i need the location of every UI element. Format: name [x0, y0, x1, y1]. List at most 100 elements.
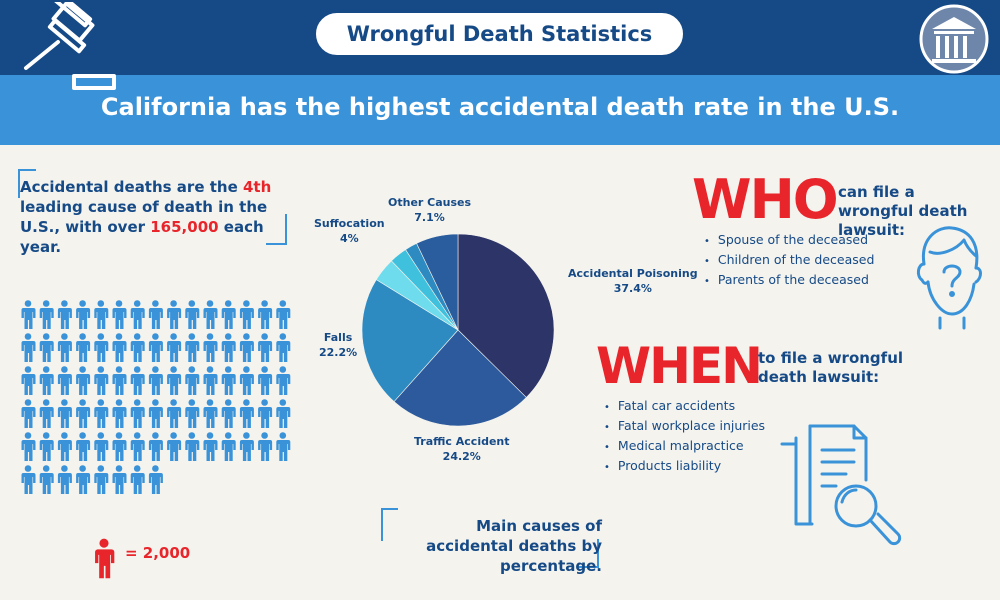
slice-other-causes	[416, 233, 459, 331]
person-icon	[221, 333, 236, 362]
person-icon	[221, 300, 236, 329]
headline: California has the highest accidental de…	[100, 93, 900, 121]
person-icon	[94, 366, 109, 395]
person-icon	[39, 366, 54, 395]
person-icon	[94, 333, 109, 362]
slice-falls	[361, 279, 459, 403]
person-icon	[148, 399, 163, 428]
person-icon	[221, 432, 236, 461]
person-icon	[76, 432, 91, 461]
person-icon	[276, 333, 291, 362]
person-icon	[76, 399, 91, 428]
person-icon	[148, 465, 163, 494]
list-item: Fatal workplace injuries	[604, 417, 765, 437]
headline-banner	[0, 75, 1000, 145]
person-icon	[21, 366, 36, 395]
person-icon	[112, 465, 127, 494]
slice-accidental-poisoning	[457, 233, 555, 398]
person-icon	[148, 333, 163, 362]
person-icon	[185, 300, 200, 329]
person-icon	[203, 300, 218, 329]
pictogram	[21, 300, 291, 494]
label-other-causes: Other Causes 7.1%	[388, 196, 472, 224]
person-icon	[258, 432, 273, 461]
pie-chart	[361, 233, 555, 427]
list-item: Fatal car accidents	[604, 397, 765, 417]
person-icon	[258, 333, 273, 362]
person-icon	[185, 366, 200, 395]
person-icon	[76, 465, 91, 494]
when-title: WHEN	[596, 337, 763, 395]
who-title: WHO	[692, 168, 839, 231]
person-icon	[39, 300, 54, 329]
page-title: Wrongful Death Statistics	[313, 10, 686, 58]
person-icon	[276, 432, 291, 461]
person-icon	[130, 366, 145, 395]
person-icon	[76, 333, 91, 362]
person-icon	[21, 333, 36, 362]
fact-text: Accidental deaths are the 4th leading ca…	[20, 178, 272, 256]
person-icon	[239, 399, 254, 428]
person-icon	[276, 399, 291, 428]
person-icon	[94, 432, 109, 461]
person-icon	[76, 300, 91, 329]
person-icon	[130, 465, 145, 494]
label-accidental-poisoning: Accidental Poisoning 37.4%	[568, 267, 698, 295]
person-icon	[130, 399, 145, 428]
person-icon	[167, 300, 182, 329]
when-list: Fatal car accidents Fatal workplace inju…	[604, 397, 765, 477]
person-icon	[112, 432, 127, 461]
person-icon	[185, 432, 200, 461]
list-item: Products liability	[604, 457, 765, 477]
fact-rank: 4th	[242, 178, 272, 196]
list-item: Parents of the deceased	[704, 271, 874, 291]
question-head-icon	[916, 226, 982, 330]
person-icon	[203, 432, 218, 461]
list-item: Children of the deceased	[704, 251, 874, 271]
person-icon	[57, 333, 72, 362]
person-icon	[276, 300, 291, 329]
slice-traffic-accident	[393, 329, 527, 427]
person-icon	[130, 333, 145, 362]
person-icon	[112, 399, 127, 428]
person-icon	[203, 399, 218, 428]
person-icon	[21, 300, 36, 329]
label-suffocation: Suffocation 4%	[314, 217, 385, 245]
person-icon	[167, 399, 182, 428]
person-icon	[185, 333, 200, 362]
person-icon	[39, 399, 54, 428]
person-icon	[167, 366, 182, 395]
person-icon	[203, 333, 218, 362]
person-icon	[112, 300, 127, 329]
person-icon	[130, 432, 145, 461]
person-icon	[239, 300, 254, 329]
person-icon	[21, 465, 36, 494]
who-heading: can file a wrongful death lawsuit:	[838, 183, 968, 239]
person-icon	[39, 432, 54, 461]
person-icon	[148, 366, 163, 395]
gavel-icon	[24, 2, 116, 90]
person-icon	[57, 399, 72, 428]
person-icon	[148, 432, 163, 461]
list-item: Spouse of the deceased	[704, 231, 874, 251]
list-item: Medical malpractice	[604, 437, 765, 457]
person-icon	[112, 366, 127, 395]
person-icon	[258, 399, 273, 428]
person-icon	[203, 366, 218, 395]
person-icon	[185, 399, 200, 428]
person-icon	[148, 300, 163, 329]
person-icon	[221, 399, 236, 428]
fact-count: 165,000	[150, 218, 219, 236]
person-icon	[167, 432, 182, 461]
courthouse-logo-icon	[919, 4, 989, 74]
person-icon	[57, 300, 72, 329]
person-icon	[57, 432, 72, 461]
person-icon	[57, 366, 72, 395]
person-icon	[94, 399, 109, 428]
fact-bracket	[18, 169, 287, 245]
person-icon	[39, 333, 54, 362]
label-traffic-accident: Traffic Accident 24.2%	[414, 435, 510, 463]
label-falls: Falls 22.2%	[319, 331, 358, 359]
person-icon	[167, 333, 182, 362]
person-icon	[239, 432, 254, 461]
